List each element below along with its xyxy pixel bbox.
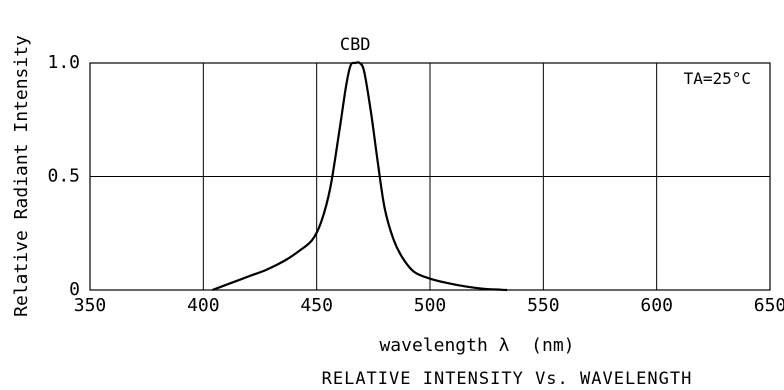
x-tick-label: 600 bbox=[640, 295, 673, 316]
y-tick-label: 0.5 bbox=[47, 166, 80, 187]
series-line-cbd bbox=[212, 61, 508, 292]
temperature-annotation: TA=25°C bbox=[684, 69, 751, 88]
y-tick-label: 1.0 bbox=[47, 52, 80, 73]
plot-frame bbox=[89, 62, 771, 291]
x-tick-label: 400 bbox=[187, 295, 220, 316]
grid-lines bbox=[90, 63, 770, 290]
series-label-cbd: CBD bbox=[340, 35, 371, 55]
y-tick-label: 0 bbox=[69, 279, 80, 300]
x-tick-label: 650 bbox=[754, 295, 784, 316]
y-tick-labels: 0 0.5 1.0 bbox=[47, 52, 80, 300]
x-tick-label: 550 bbox=[527, 295, 560, 316]
x-axis-label: wavelength λ (nm) bbox=[379, 335, 574, 356]
x-tick-labels: 350 400 450 500 550 600 650 bbox=[74, 295, 784, 316]
chart-title: RELATIVE INTENSITY Vs. WAVELENGTH bbox=[322, 369, 693, 389]
series-group: CBD bbox=[212, 35, 508, 292]
x-tick-label: 450 bbox=[300, 295, 333, 316]
y-axis-label: Relative Radiant Intensity bbox=[11, 35, 32, 317]
x-tick-label: 500 bbox=[414, 295, 447, 316]
x-tick-label: 350 bbox=[74, 295, 107, 316]
